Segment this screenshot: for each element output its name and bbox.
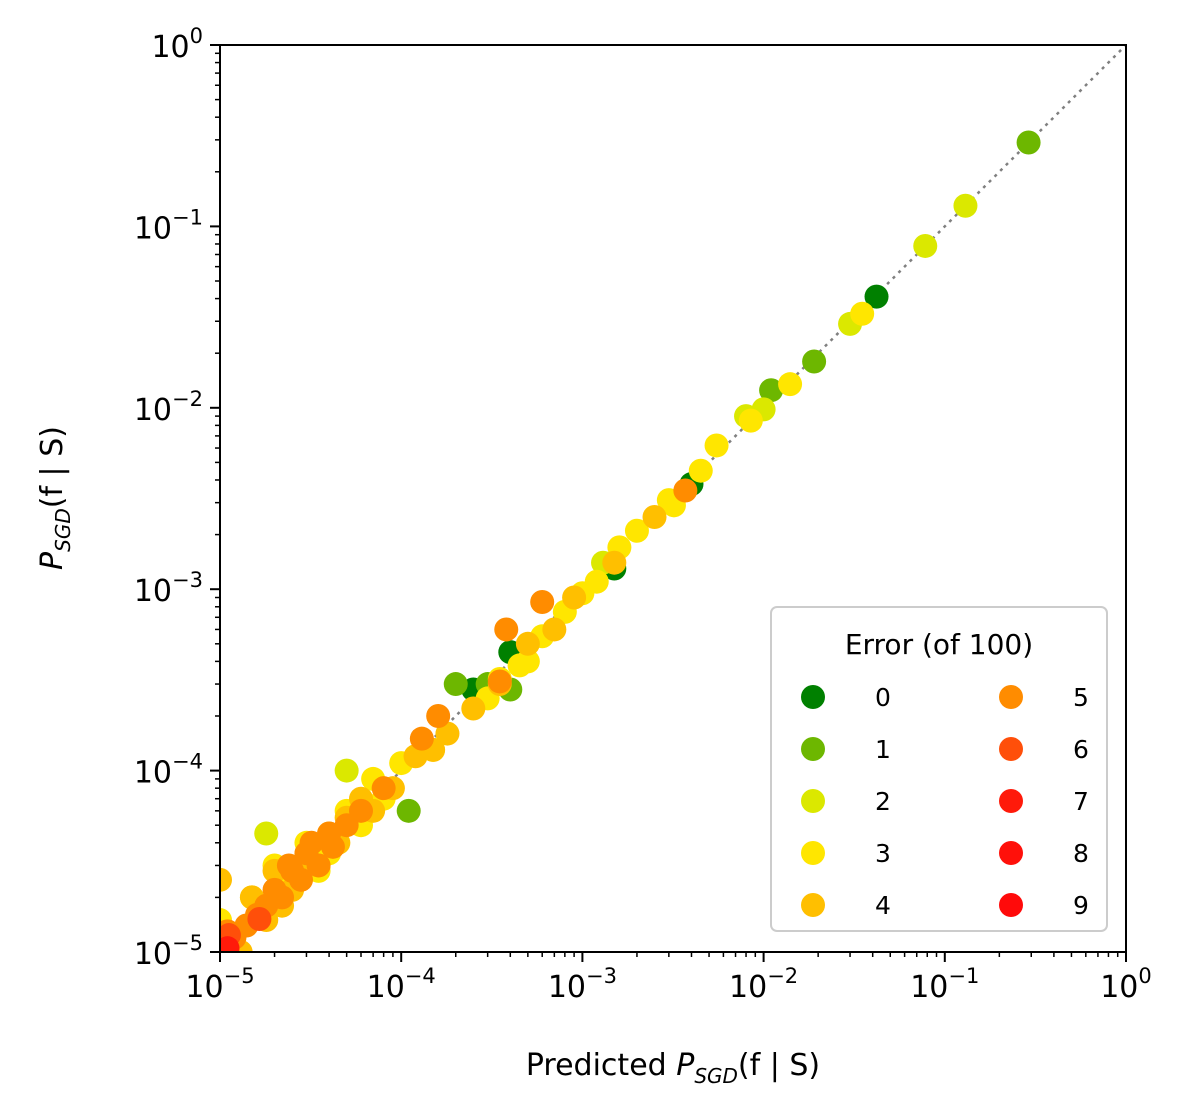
data-point-error-3: [584, 569, 609, 594]
data-point-error-4: [461, 696, 486, 721]
data-point-error-4: [562, 585, 587, 610]
data-point-error-5: [673, 478, 698, 503]
legend-marker: [801, 789, 825, 813]
data-point-error-3: [738, 408, 763, 433]
data-point-error-5: [409, 726, 434, 751]
y-axis-label: PSGD(f | S): [35, 426, 75, 570]
y-tick-label: 10−5: [134, 931, 203, 972]
data-point-error-6: [247, 907, 272, 932]
data-point-error-5: [371, 776, 396, 801]
legend-marker: [801, 893, 825, 917]
x-tick-label: 10−3: [548, 964, 617, 1005]
legend-marker: [999, 789, 1023, 813]
legend-label: 0: [875, 683, 891, 712]
data-point-error-3: [850, 301, 875, 326]
data-point-error-0: [864, 284, 889, 309]
x-tick-label: 10−1: [910, 964, 979, 1005]
legend-marker: [999, 893, 1023, 917]
data-point-error-5: [487, 669, 512, 694]
legend-label: 9: [1073, 891, 1089, 920]
data-point-error-1: [396, 798, 421, 823]
data-point-error-7: [220, 936, 240, 952]
data-point-error-1: [759, 378, 784, 403]
data-point-error-1: [1016, 130, 1041, 155]
data-point-error-4: [542, 617, 567, 642]
data-point-error-3: [507, 653, 532, 678]
legend-marker: [801, 841, 825, 865]
y-tick-label: 10−4: [134, 750, 203, 791]
data-point-error-5: [426, 703, 451, 728]
legend-entries: 0 1 2 3 4 5 6 7 8 9: [801, 683, 1089, 920]
data-point-error-2: [953, 193, 978, 218]
legend-marker: [801, 737, 825, 761]
plot-area: [220, 45, 1126, 952]
plot-frame: [219, 44, 1127, 953]
data-point-error-3: [704, 433, 729, 458]
data-point-error-3: [778, 372, 803, 397]
legend-label: 5: [1073, 683, 1089, 712]
x-tick-label: 10−5: [185, 964, 254, 1005]
legend-label: 2: [875, 787, 891, 816]
legend-marker: [999, 737, 1023, 761]
data-point-error-3: [624, 518, 649, 543]
data-points: [220, 130, 1041, 952]
legend-label: 8: [1073, 839, 1089, 868]
data-point-error-2: [334, 758, 359, 783]
data-point-error-1: [802, 349, 827, 374]
data-point-error-5: [530, 590, 555, 615]
y-tick-label: 10−1: [134, 205, 203, 246]
y-tick-label: 10−2: [134, 387, 203, 428]
tick-labels: 10−510−5 10−4 10−4 10−3 10−3 10−2 10−2 10−1 10−1…: [134, 24, 1152, 1005]
legend-label: 7: [1073, 787, 1089, 816]
legend-marker: [999, 841, 1023, 865]
data-point-error-4: [602, 550, 627, 575]
legend-label: 4: [875, 891, 891, 920]
data-point-error-5: [494, 617, 519, 642]
legend-label: 6: [1073, 735, 1089, 764]
y-tick-label: 10−3: [134, 568, 203, 609]
data-point-error-1: [443, 672, 468, 697]
legend-label: 1: [875, 735, 891, 764]
legend: Error (of 100) 0 1 2 3 4 5 6 7 8 9: [770, 606, 1108, 932]
legend-marker: [999, 685, 1023, 709]
data-point-error-2: [254, 821, 279, 846]
data-point-error-5: [320, 834, 345, 859]
legend-label: 3: [875, 839, 891, 868]
legend-title: Error (of 100): [845, 628, 1033, 661]
data-point-error-4: [642, 505, 667, 530]
x-tick-label: 100: [1100, 964, 1152, 1005]
x-axis-label: Predicted PSGD(f | S): [526, 1048, 820, 1088]
data-point-error-4: [515, 631, 540, 656]
data-point-error-2: [913, 233, 938, 258]
data-point-error-5: [299, 830, 324, 855]
data-point-error-5: [276, 853, 301, 878]
data-point-error-4: [435, 721, 460, 746]
x-tick-label: 10−2: [729, 964, 798, 1005]
x-tick-label: 10−4: [367, 964, 436, 1005]
y-tick-label: 100: [151, 24, 203, 65]
data-point-error-3: [688, 458, 713, 483]
data-point-error-4: [220, 867, 232, 892]
legend-marker: [801, 685, 825, 709]
legend-box: [770, 606, 1108, 932]
